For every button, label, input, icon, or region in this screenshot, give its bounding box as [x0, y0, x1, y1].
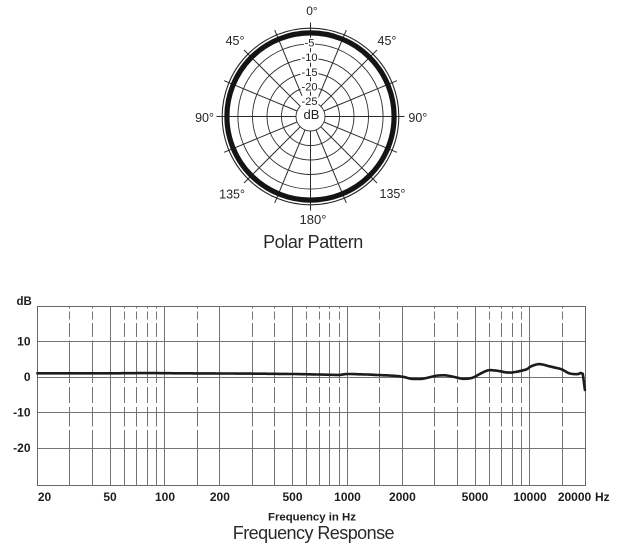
svg-text:-10: -10 — [13, 406, 31, 420]
svg-text:200: 200 — [210, 490, 230, 504]
svg-text:Frequency Response: Frequency Response — [233, 523, 395, 543]
svg-text:180°: 180° — [300, 212, 327, 227]
svg-text:Polar Pattern: Polar Pattern — [263, 232, 363, 252]
svg-text:20: 20 — [38, 490, 52, 504]
svg-text:dB: dB — [304, 107, 320, 122]
svg-text:-10: -10 — [302, 52, 318, 64]
svg-text:90°: 90° — [195, 111, 214, 125]
svg-text:100: 100 — [155, 490, 175, 504]
svg-text:0°: 0° — [306, 4, 318, 18]
svg-text:2000: 2000 — [389, 490, 416, 504]
svg-text:-15: -15 — [302, 67, 318, 79]
svg-text:50: 50 — [103, 490, 117, 504]
svg-text:45°: 45° — [378, 34, 397, 48]
svg-text:0: 0 — [24, 370, 31, 384]
svg-text:dB: dB — [17, 296, 32, 308]
svg-text:10000: 10000 — [513, 490, 547, 504]
svg-text:-20: -20 — [13, 441, 31, 455]
svg-text:-20: -20 — [302, 81, 318, 93]
svg-text:135°: 135° — [219, 188, 245, 202]
svg-text:1000: 1000 — [334, 490, 361, 504]
svg-text:135°: 135° — [380, 187, 406, 201]
svg-text:-5: -5 — [305, 38, 315, 50]
svg-text:20000: 20000 — [558, 490, 592, 504]
svg-text:500: 500 — [282, 490, 302, 504]
svg-text:Hz: Hz — [595, 490, 610, 504]
svg-text:45°: 45° — [226, 34, 245, 48]
svg-text:90°: 90° — [408, 111, 427, 125]
svg-text:-25: -25 — [302, 96, 318, 108]
svg-text:5000: 5000 — [462, 490, 489, 504]
svg-text:Frequency in Hz: Frequency in Hz — [268, 511, 356, 523]
svg-text:10: 10 — [17, 335, 31, 349]
